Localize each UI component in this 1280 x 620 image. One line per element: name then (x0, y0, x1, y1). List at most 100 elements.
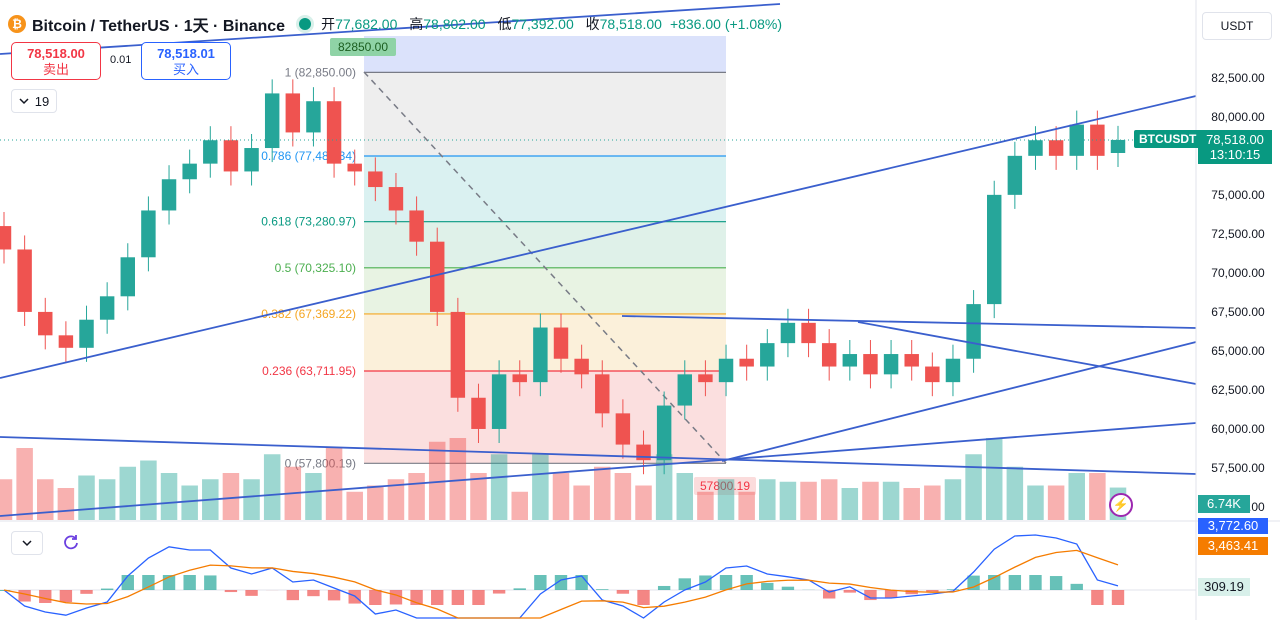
bar-countdown: 13:10:15 (1209, 147, 1261, 162)
price-tick: 60,000.00 (1211, 422, 1265, 436)
candle[interactable] (79, 319, 94, 348)
trend-line[interactable] (721, 341, 1197, 462)
volume-bar (985, 438, 1003, 520)
candle[interactable] (223, 140, 239, 172)
macd-histogram-bar (781, 586, 795, 590)
candlesticks[interactable] (0, 79, 1196, 475)
candle[interactable] (450, 311, 466, 398)
candle[interactable] (1028, 140, 1043, 156)
macd-histogram-bar (142, 575, 155, 590)
indicators-toggle-button[interactable]: 19 (11, 89, 57, 113)
candle[interactable] (966, 304, 981, 359)
volume-bar (387, 479, 405, 520)
candle[interactable] (182, 163, 197, 180)
candle[interactable] (141, 210, 156, 258)
candle[interactable] (801, 322, 816, 344)
candle[interactable] (987, 194, 1002, 305)
candle[interactable] (0, 226, 12, 250)
volume-bar (449, 438, 467, 520)
candle[interactable] (17, 249, 32, 312)
currency-selector[interactable]: USDT (1202, 12, 1272, 40)
pane-collapse-button[interactable] (11, 531, 43, 555)
sell-button[interactable]: 78,518.00 卖出 (11, 42, 101, 80)
candle[interactable] (595, 374, 610, 414)
candle[interactable] (203, 140, 218, 164)
candle[interactable] (1048, 140, 1064, 156)
candle[interactable] (409, 210, 424, 242)
candle[interactable] (574, 358, 589, 375)
volume-bar (697, 491, 714, 520)
candle[interactable] (491, 374, 507, 429)
volume-bar (552, 473, 570, 520)
candle[interactable] (780, 322, 796, 344)
refresh-button[interactable] (56, 531, 86, 553)
trend-line[interactable] (0, 422, 1197, 517)
fib-level-label: 0 (57,800.19) (285, 456, 356, 470)
price-tick: 70,000.00 (1211, 266, 1265, 280)
candle[interactable] (347, 163, 362, 172)
volume-bar (408, 473, 425, 520)
candle[interactable] (471, 397, 486, 429)
candle[interactable] (925, 366, 940, 383)
macd-histogram-bar (1029, 575, 1042, 590)
candle[interactable] (718, 358, 734, 383)
trend-line[interactable] (621, 315, 1197, 329)
candle[interactable] (430, 241, 445, 312)
macd-histogram-bar (534, 575, 547, 590)
candle[interactable] (1110, 139, 1126, 153)
candle[interactable] (99, 296, 115, 320)
volume-bar (532, 454, 549, 520)
candle[interactable] (38, 311, 53, 336)
candle[interactable] (161, 179, 177, 211)
candle[interactable] (739, 358, 754, 367)
fib-trend-line[interactable] (363, 71, 727, 464)
trend-line[interactable] (0, 436, 1197, 475)
trend-line[interactable] (857, 321, 1197, 385)
candle[interactable] (1090, 124, 1105, 156)
candle[interactable] (533, 327, 548, 383)
trend-line[interactable] (0, 3, 781, 55)
spread-value: 0.01 (110, 54, 132, 66)
candle[interactable] (58, 335, 74, 348)
candle[interactable] (698, 374, 713, 383)
flash-icon[interactable]: ⚡ (1109, 493, 1133, 517)
candle[interactable] (326, 101, 342, 164)
candle[interactable] (306, 101, 321, 133)
macd-histogram-bar (657, 585, 671, 590)
trend-line[interactable] (0, 95, 1197, 379)
candle[interactable] (244, 148, 259, 172)
candle[interactable] (368, 171, 383, 188)
symbol-title[interactable]: Bitcoin / TetherUS · 1天 · Binance (32, 18, 286, 35)
candle[interactable] (821, 343, 837, 367)
buy-button[interactable]: 78,518.01 买入 (141, 42, 231, 80)
price-tick: 75,000.00 (1211, 188, 1265, 202)
macd-histogram-bar (245, 590, 258, 596)
candle[interactable] (264, 93, 280, 149)
candle[interactable] (904, 354, 919, 367)
candle[interactable] (883, 354, 899, 375)
candle[interactable] (842, 354, 858, 367)
candle[interactable] (615, 413, 631, 445)
candle[interactable] (553, 327, 569, 359)
symbol-label: BTCUSDT (1134, 130, 1202, 148)
volume-bar (1027, 485, 1044, 520)
candle[interactable] (388, 187, 404, 211)
fibonacci-retracement[interactable]: 1 (82,850.00) 0.786 (77,489.34) 0.618 (73,… (261, 36, 756, 495)
candle[interactable] (945, 358, 961, 383)
candle[interactable] (677, 374, 692, 406)
candle[interactable] (656, 405, 672, 461)
candle[interactable] (512, 374, 527, 383)
candle[interactable] (120, 257, 135, 297)
macd-histogram-bar (327, 590, 341, 601)
candle[interactable] (863, 354, 878, 375)
ohlc-low: 77,392.00 (511, 16, 574, 32)
candle[interactable] (285, 93, 301, 133)
macd-histogram-bar (431, 590, 444, 605)
candle[interactable] (760, 343, 775, 367)
candle[interactable] (1007, 155, 1023, 195)
trend-lines[interactable] (0, 3, 1197, 517)
fib-band (364, 221, 726, 268)
